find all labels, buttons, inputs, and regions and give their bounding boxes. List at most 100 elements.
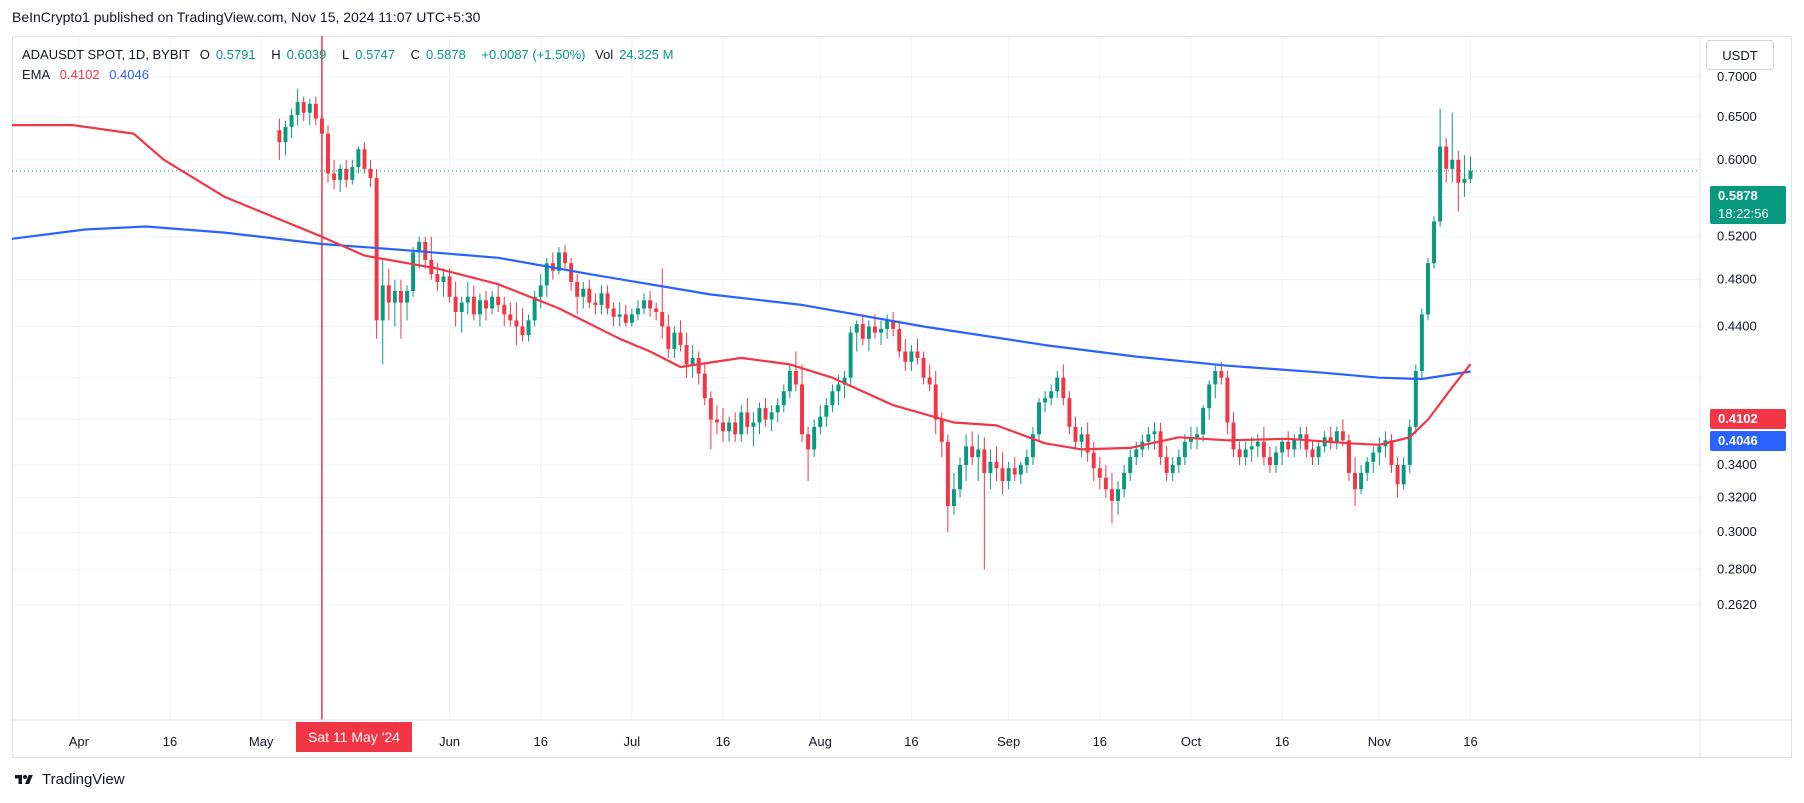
candle-body (1037, 402, 1042, 435)
candle (1444, 137, 1449, 183)
footer-brand[interactable]: TradingView (12, 771, 125, 788)
candle (1201, 405, 1206, 442)
candle (648, 291, 653, 317)
candle-body (1304, 434, 1309, 450)
candle-body (1292, 438, 1297, 450)
candle-body (465, 296, 470, 303)
candle-body (1401, 464, 1406, 485)
crosshair-date-label: Sat 11 May '24 (296, 722, 412, 752)
candle (1170, 457, 1175, 482)
time-tick-label: Nov (1368, 734, 1392, 749)
candle-body (1097, 468, 1102, 478)
candle (1438, 108, 1443, 227)
candle-body (514, 320, 519, 327)
candle (1061, 364, 1066, 406)
candle (684, 332, 689, 378)
candle-body (368, 168, 373, 179)
candle (696, 351, 701, 385)
candle-body (787, 370, 792, 392)
candle (678, 320, 683, 352)
candle (405, 285, 409, 321)
candle-body (988, 461, 993, 473)
candle (411, 247, 416, 297)
candle (605, 285, 610, 315)
ema-lines (11, 124, 1472, 451)
candle-body (1067, 398, 1072, 427)
price-tick-label: 0.6500 (1717, 109, 1757, 124)
candle (417, 236, 422, 269)
candle-body (502, 304, 507, 315)
candle (690, 345, 695, 378)
candle (1413, 364, 1418, 435)
candle-body (453, 296, 458, 313)
candle (538, 274, 543, 309)
candle-body (1158, 431, 1163, 458)
candle (1207, 380, 1212, 420)
candle-body (307, 103, 312, 113)
candle-body (1267, 457, 1272, 465)
candle-body (1231, 422, 1236, 450)
candle (368, 159, 373, 188)
candle-body (277, 130, 282, 143)
candle-body (587, 288, 592, 303)
candle (1116, 481, 1121, 515)
candle-body (1225, 377, 1230, 423)
time-tick-label: 16 (1093, 734, 1107, 749)
time-tick-label: Aug (809, 734, 832, 749)
candle-body (1328, 437, 1333, 442)
candle-body (951, 489, 956, 507)
candle-body (508, 314, 513, 321)
currency-button[interactable]: USDT (1706, 40, 1774, 70)
candle-body (380, 285, 385, 321)
legend-close-label: C (410, 47, 421, 62)
price-axis[interactable]: 0.26200.28000.30000.32000.34000.37000.44… (1699, 36, 1757, 758)
time-axis[interactable]: Apr 16 May Jun 16 Jul 16 Aug 16 Sep 16 Oct 16 Nov 16 (12, 719, 1792, 749)
candle (1286, 431, 1291, 458)
candle-body (563, 252, 567, 264)
candle-body (1444, 146, 1449, 169)
candle (569, 257, 574, 292)
candle (976, 434, 981, 482)
price-tick-label: 0.6000 (1717, 152, 1757, 167)
candle (958, 457, 963, 498)
candle (672, 326, 677, 358)
candle (441, 268, 446, 297)
time-tick-label: 16 (904, 734, 918, 749)
candle-body (1091, 452, 1096, 469)
candle-body (1079, 434, 1084, 442)
candle (1462, 155, 1467, 197)
candle (575, 274, 580, 315)
candle (860, 314, 865, 346)
candle-body (1310, 449, 1315, 458)
candle (1182, 434, 1187, 465)
time-tick-label: 16 (1463, 734, 1477, 749)
candle (1316, 441, 1321, 465)
candle-body (1389, 440, 1394, 465)
candle-body (964, 446, 969, 465)
price-tick-label: 0.5200 (1717, 229, 1757, 244)
legend-symbol[interactable]: ADAUSDT SPOT, 1D, BYBIT (22, 47, 191, 62)
candle-body (490, 296, 495, 309)
candle (1091, 441, 1096, 482)
candle-body (824, 405, 829, 417)
legend-ema-label[interactable]: EMA (22, 67, 51, 82)
candle (338, 164, 343, 193)
time-tick-label: Jul (624, 734, 641, 749)
candle (781, 384, 786, 413)
candle (654, 302, 659, 321)
candle (818, 405, 823, 435)
candle-body (1116, 489, 1121, 501)
candle-body (793, 370, 798, 385)
candle-body (708, 398, 713, 420)
candle-body (1061, 377, 1066, 399)
candle (1049, 384, 1054, 406)
candle-body (301, 102, 306, 113)
publisher-line: BeInCrypto1 published on TradingView.com… (12, 9, 481, 25)
bar-countdown: 18:22:56 (1718, 206, 1769, 221)
candle-body (326, 133, 330, 174)
candle (842, 370, 847, 399)
candle (830, 384, 835, 413)
candle-body (842, 377, 847, 385)
candle (544, 257, 549, 297)
